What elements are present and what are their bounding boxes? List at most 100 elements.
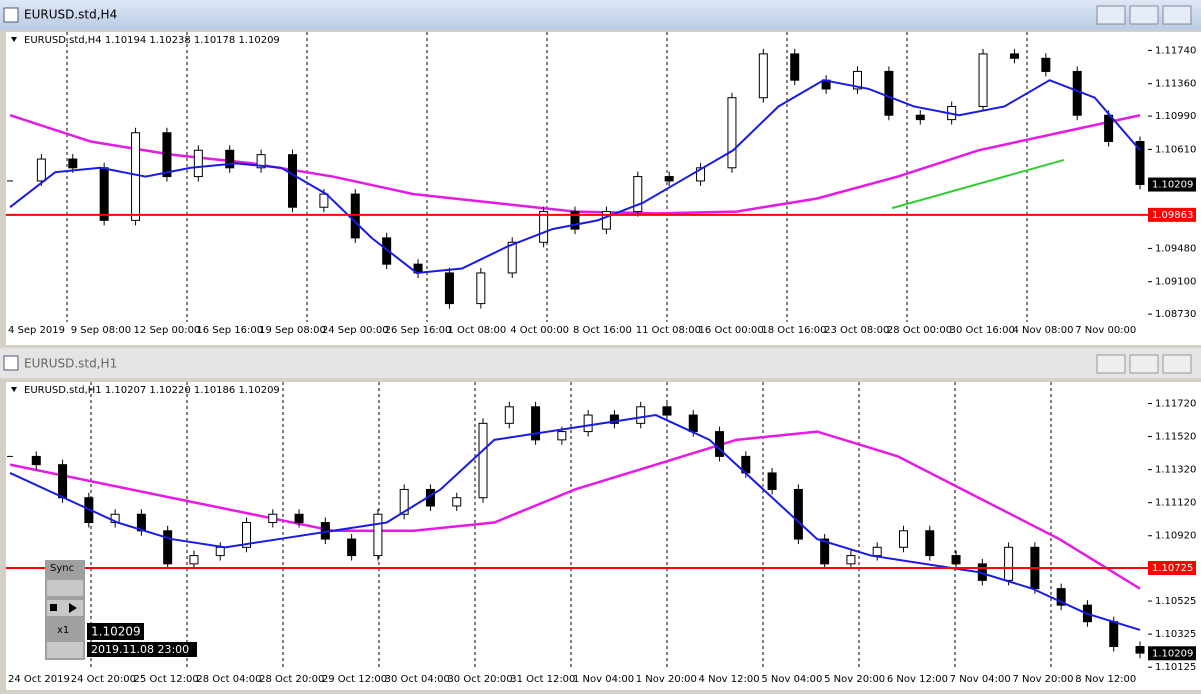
candle <box>478 422 488 499</box>
candle <box>925 530 935 557</box>
x-tick-label: 31 Oct 12:00 <box>510 674 575 685</box>
candle <box>215 546 225 557</box>
candle <box>793 488 803 540</box>
ma-slow <box>9 430 1141 590</box>
x-tick-label: 4 Nov 12:00 <box>699 674 760 685</box>
candle <box>664 176 674 182</box>
header-arrow <box>11 37 17 42</box>
x-tick-label: 6 Nov 12:00 <box>887 674 948 685</box>
candle <box>350 193 360 239</box>
price-axis <box>1148 32 1201 322</box>
candle <box>162 132 172 178</box>
candle <box>884 70 894 116</box>
candle <box>727 97 737 169</box>
candle <box>382 237 392 265</box>
time-box <box>87 642 197 657</box>
sync-price: 1.10209 <box>91 625 141 639</box>
candle <box>767 472 777 490</box>
candle <box>110 513 120 524</box>
chart-header: EURUSD.std,H4 1.10194 1.10238 1.10178 1.… <box>24 35 280 46</box>
candle <box>978 53 988 107</box>
candle <box>163 530 173 565</box>
candle <box>790 53 800 81</box>
title-bar <box>0 0 1201 30</box>
candle <box>288 154 297 208</box>
candle <box>688 414 698 433</box>
x-tick-label: 24 Sep 00:00 <box>322 325 389 336</box>
candle <box>696 167 706 182</box>
close-button[interactable] <box>1162 354 1192 374</box>
candle <box>557 431 567 441</box>
candle <box>601 211 611 230</box>
close-button[interactable] <box>1162 5 1192 25</box>
candle <box>539 211 549 243</box>
candle <box>99 167 109 221</box>
maximize-button[interactable] <box>1129 354 1159 374</box>
y-tick-label: 1.11520 <box>1155 432 1196 443</box>
candle <box>531 406 541 441</box>
candle <box>452 497 462 507</box>
y-tick-label: 1.09480 <box>1155 243 1196 254</box>
last-price-label: 1.10209 <box>1152 180 1193 191</box>
candle <box>1009 53 1019 59</box>
x-tick-label: 28 Oct 04:00 <box>196 674 261 685</box>
candle <box>268 513 278 524</box>
x-tick-label: 9 Sep 08:00 <box>71 325 131 336</box>
x-tick-label: 16 Sep 16:00 <box>196 325 263 336</box>
candle <box>662 406 672 416</box>
x-tick-label: 8 Oct 16:00 <box>573 325 632 336</box>
candle <box>347 538 357 557</box>
x-tick-label: 8 Nov 12:00 <box>1075 674 1136 685</box>
candle <box>1041 57 1051 72</box>
x-tick-label: 30 Oct 20:00 <box>447 674 512 685</box>
arrow-buttons[interactable] <box>47 642 83 658</box>
x-tick-label: 4 Sep 2019 <box>8 325 65 336</box>
candle <box>58 464 68 499</box>
title-bar <box>0 348 1201 378</box>
y-tick-label: 1.09100 <box>1155 277 1196 288</box>
plot-area <box>6 382 1148 668</box>
candle <box>1135 141 1145 185</box>
candle <box>1104 114 1114 143</box>
step-buttons[interactable] <box>47 580 83 596</box>
y-tick-label: 1.10990 <box>1155 111 1196 122</box>
candle <box>1135 646 1145 654</box>
x-tick-label: 24 Oct 20:00 <box>71 674 136 685</box>
x-tick-label: 4 Oct 00:00 <box>510 325 569 336</box>
minimize-button[interactable] <box>1096 354 1126 374</box>
sync-time: 2019.11.08 23:00 <box>91 643 189 656</box>
candle <box>242 522 252 548</box>
candle <box>193 149 203 178</box>
x-tick-label: 16 Oct 00:00 <box>699 325 764 336</box>
chart-header: EURUSD.std,H1 1.10207 1.10220 1.10186 1.… <box>24 385 280 396</box>
price-axis <box>1148 382 1201 668</box>
price-line-box <box>1148 560 1196 575</box>
x-axis-strip <box>6 668 1201 690</box>
sync-title: Sync <box>50 563 74 574</box>
x-tick-label: 26 Sep 16:00 <box>385 325 452 336</box>
price-box <box>87 623 144 640</box>
maximize-button[interactable] <box>1129 5 1159 25</box>
x-tick-label: 30 Oct 16:00 <box>950 325 1015 336</box>
x-tick-label: 4 Nov 08:00 <box>1012 325 1073 336</box>
x-tick-label: 11 Oct 08:00 <box>636 325 701 336</box>
y-tick-label: 1.11720 <box>1155 398 1196 409</box>
candle <box>570 211 580 230</box>
candle <box>1004 546 1014 581</box>
x-tick-label: 7 Nov 04:00 <box>950 674 1011 685</box>
y-tick-label: 1.10920 <box>1155 531 1196 542</box>
candle <box>820 538 830 565</box>
window-title: EURUSD.std,H4 <box>24 8 117 22</box>
last-price-box <box>1148 646 1196 661</box>
price-line-box <box>1148 207 1196 222</box>
x-tick-label: 30 Oct 04:00 <box>385 674 450 685</box>
sync-panel: Sync x1 1.10209 2019.11.08 23:00 <box>45 560 197 660</box>
candle <box>609 414 619 424</box>
speed: x1 <box>57 625 69 636</box>
y-tick-label: 1.11740 <box>1155 45 1196 56</box>
stop-icon <box>50 604 57 611</box>
candle <box>189 555 199 565</box>
minimize-button[interactable] <box>1096 5 1126 25</box>
x-tick-label: 23 Oct 08:00 <box>824 325 889 336</box>
